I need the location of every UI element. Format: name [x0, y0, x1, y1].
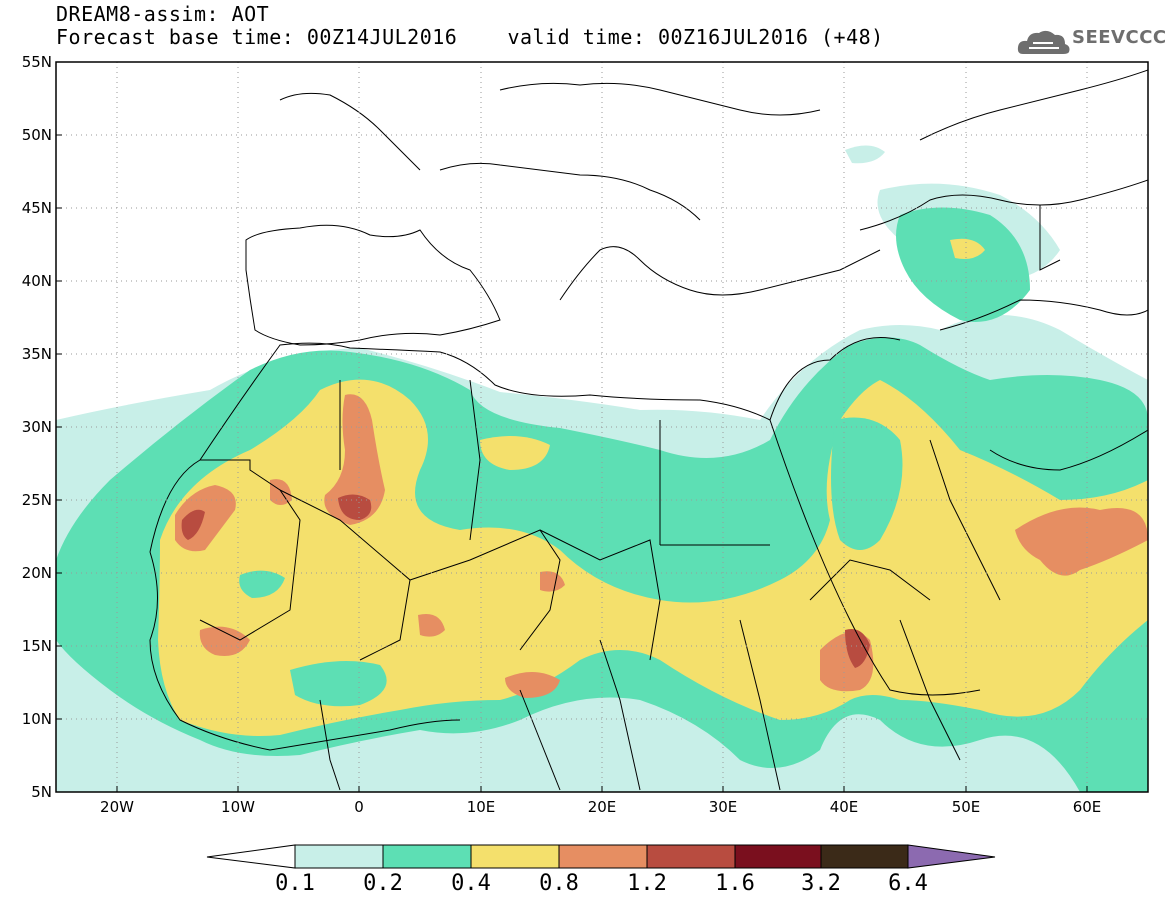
colorbar-seg-2	[382, 844, 472, 869]
colorbar-over-arrow	[907, 844, 996, 869]
lat-tick-label: 5N	[31, 783, 52, 801]
aot-band-0.8h	[418, 614, 445, 637]
aot-band-1.2b	[181, 509, 205, 540]
lat-tick-label: 10N	[22, 710, 52, 728]
colorbar-seg-5	[646, 844, 736, 869]
latitude-axis: 55N 50N 45N 40N 35N 30N 25N 20N 15N 10N 5N	[22, 53, 62, 801]
lon-tick-label: 10W	[221, 798, 255, 816]
aot-band-0.8c	[199, 626, 250, 656]
colorbar-label: 1.6	[715, 871, 755, 896]
lat-tick-label: 40N	[22, 272, 52, 290]
aot-band-0.2b	[896, 207, 1030, 322]
lon-tick-label: 30E	[709, 798, 738, 816]
longitude-axis: 20W 10W 0 10E 20E 30E 40E 50E 60E	[100, 786, 1101, 816]
colorbar-seg-7	[820, 844, 909, 869]
aot-band-0.8d	[505, 671, 560, 698]
lon-tick-label: 0	[354, 798, 364, 816]
lon-tick-label: 40E	[830, 798, 859, 816]
lat-tick-label: 25N	[22, 491, 52, 509]
colorbar-label: 0.4	[451, 871, 491, 896]
forecast-time-line: Forecast base time: 00Z14JUL2016 valid t…	[56, 25, 884, 49]
colorbar-label: 0.8	[539, 871, 579, 896]
lat-tick-label: 55N	[22, 53, 52, 71]
lat-tick-label: 45N	[22, 199, 52, 217]
aot-band-0.8e	[1015, 507, 1148, 576]
aot-band-1.2c	[845, 629, 870, 668]
graticule	[56, 62, 1148, 792]
colorbar-seg-1	[294, 844, 384, 869]
colorbar-seg-3	[470, 844, 560, 869]
logo-text: SEEVCCC	[1072, 27, 1165, 48]
aot-band-0.8g	[540, 571, 565, 592]
colorbar-label: 6.4	[888, 871, 928, 896]
colorbar-label: 0.1	[275, 871, 315, 896]
aot-hole-2	[831, 417, 903, 550]
lat-tick-label: 20N	[22, 564, 52, 582]
coastlines	[149, 69, 1148, 751]
colorbar-seg-4	[558, 844, 648, 869]
lon-tick-label: 60E	[1073, 798, 1102, 816]
aot-band-0.4c	[950, 238, 985, 259]
lat-tick-label: 50N	[22, 126, 52, 144]
aot-band-0.1c	[845, 145, 885, 164]
lat-tick-label: 30N	[22, 418, 52, 436]
colorbar-label: 3.2	[801, 871, 841, 896]
colorbar-label: 0.2	[363, 871, 403, 896]
lat-tick-label: 35N	[22, 345, 52, 363]
lon-tick-label: 20W	[100, 798, 134, 816]
lon-tick-label: 20E	[588, 798, 617, 816]
colorbar-under-arrow	[206, 844, 296, 869]
aot-band-0.4b	[480, 436, 550, 470]
colorbar	[206, 844, 996, 869]
lon-tick-label: 50E	[952, 798, 981, 816]
cloud-logo-icon	[1017, 30, 1070, 54]
aot-band-0.8a	[324, 394, 385, 525]
map-title: DREAM8-assim: AOT	[56, 2, 270, 26]
colorbar-seg-6	[734, 844, 822, 869]
aot-hole-3	[290, 661, 387, 707]
aot-hole-1	[239, 570, 285, 598]
lat-tick-label: 15N	[22, 637, 52, 655]
lon-tick-label: 10E	[467, 798, 496, 816]
aot-band-1.2a	[338, 494, 372, 520]
colorbar-label: 1.2	[627, 871, 667, 896]
country-borders	[199, 205, 1061, 791]
